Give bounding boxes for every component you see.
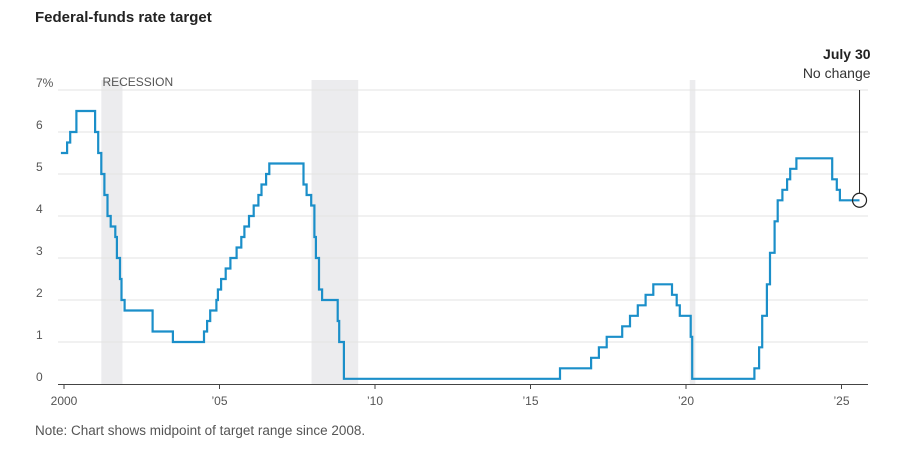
chart-note: Note: Chart shows midpoint of target ran… xyxy=(35,423,366,438)
recession-label: RECESSION xyxy=(102,75,173,89)
recession-band-0 xyxy=(101,80,123,384)
y-tick-label: 7% xyxy=(36,76,54,90)
gridlines xyxy=(58,89,868,385)
y-tick-label: 3 xyxy=(36,244,43,258)
y-axis-ticks: 0 1 2 3 4 5 6 7% xyxy=(36,76,54,384)
recession-band-1 xyxy=(311,80,359,384)
x-tick-label: 2000 xyxy=(51,394,78,408)
x-axis-ticks: 2000 ’05 ’10 ’15 ’20 ’25 xyxy=(51,384,850,408)
y-tick-label: 6 xyxy=(36,118,43,132)
y-tick-label: 4 xyxy=(36,202,43,216)
series-layer xyxy=(60,109,860,380)
y-tick-label: 2 xyxy=(36,286,43,300)
x-tick-label: ’10 xyxy=(367,394,383,408)
x-tick-label: ’25 xyxy=(833,394,849,408)
recession-bands xyxy=(101,80,696,384)
chart-title: Federal-funds rate target xyxy=(35,9,212,26)
y-tick-label: 5 xyxy=(36,160,43,174)
y-tick-label: 0 xyxy=(36,370,43,384)
recession-band-2 xyxy=(689,80,696,384)
annotation-marker xyxy=(851,192,868,208)
x-tick-label: ’20 xyxy=(678,394,694,408)
x-tick-label: ’15 xyxy=(522,394,538,408)
annotation-layer: July 30 No change xyxy=(803,46,871,208)
x-tick-label: ’05 xyxy=(211,394,227,408)
y-tick-label: 1 xyxy=(36,328,43,342)
annotation-text: No change xyxy=(803,65,871,81)
series-line-0 xyxy=(60,109,860,380)
annotation-date: July 30 xyxy=(823,46,871,62)
